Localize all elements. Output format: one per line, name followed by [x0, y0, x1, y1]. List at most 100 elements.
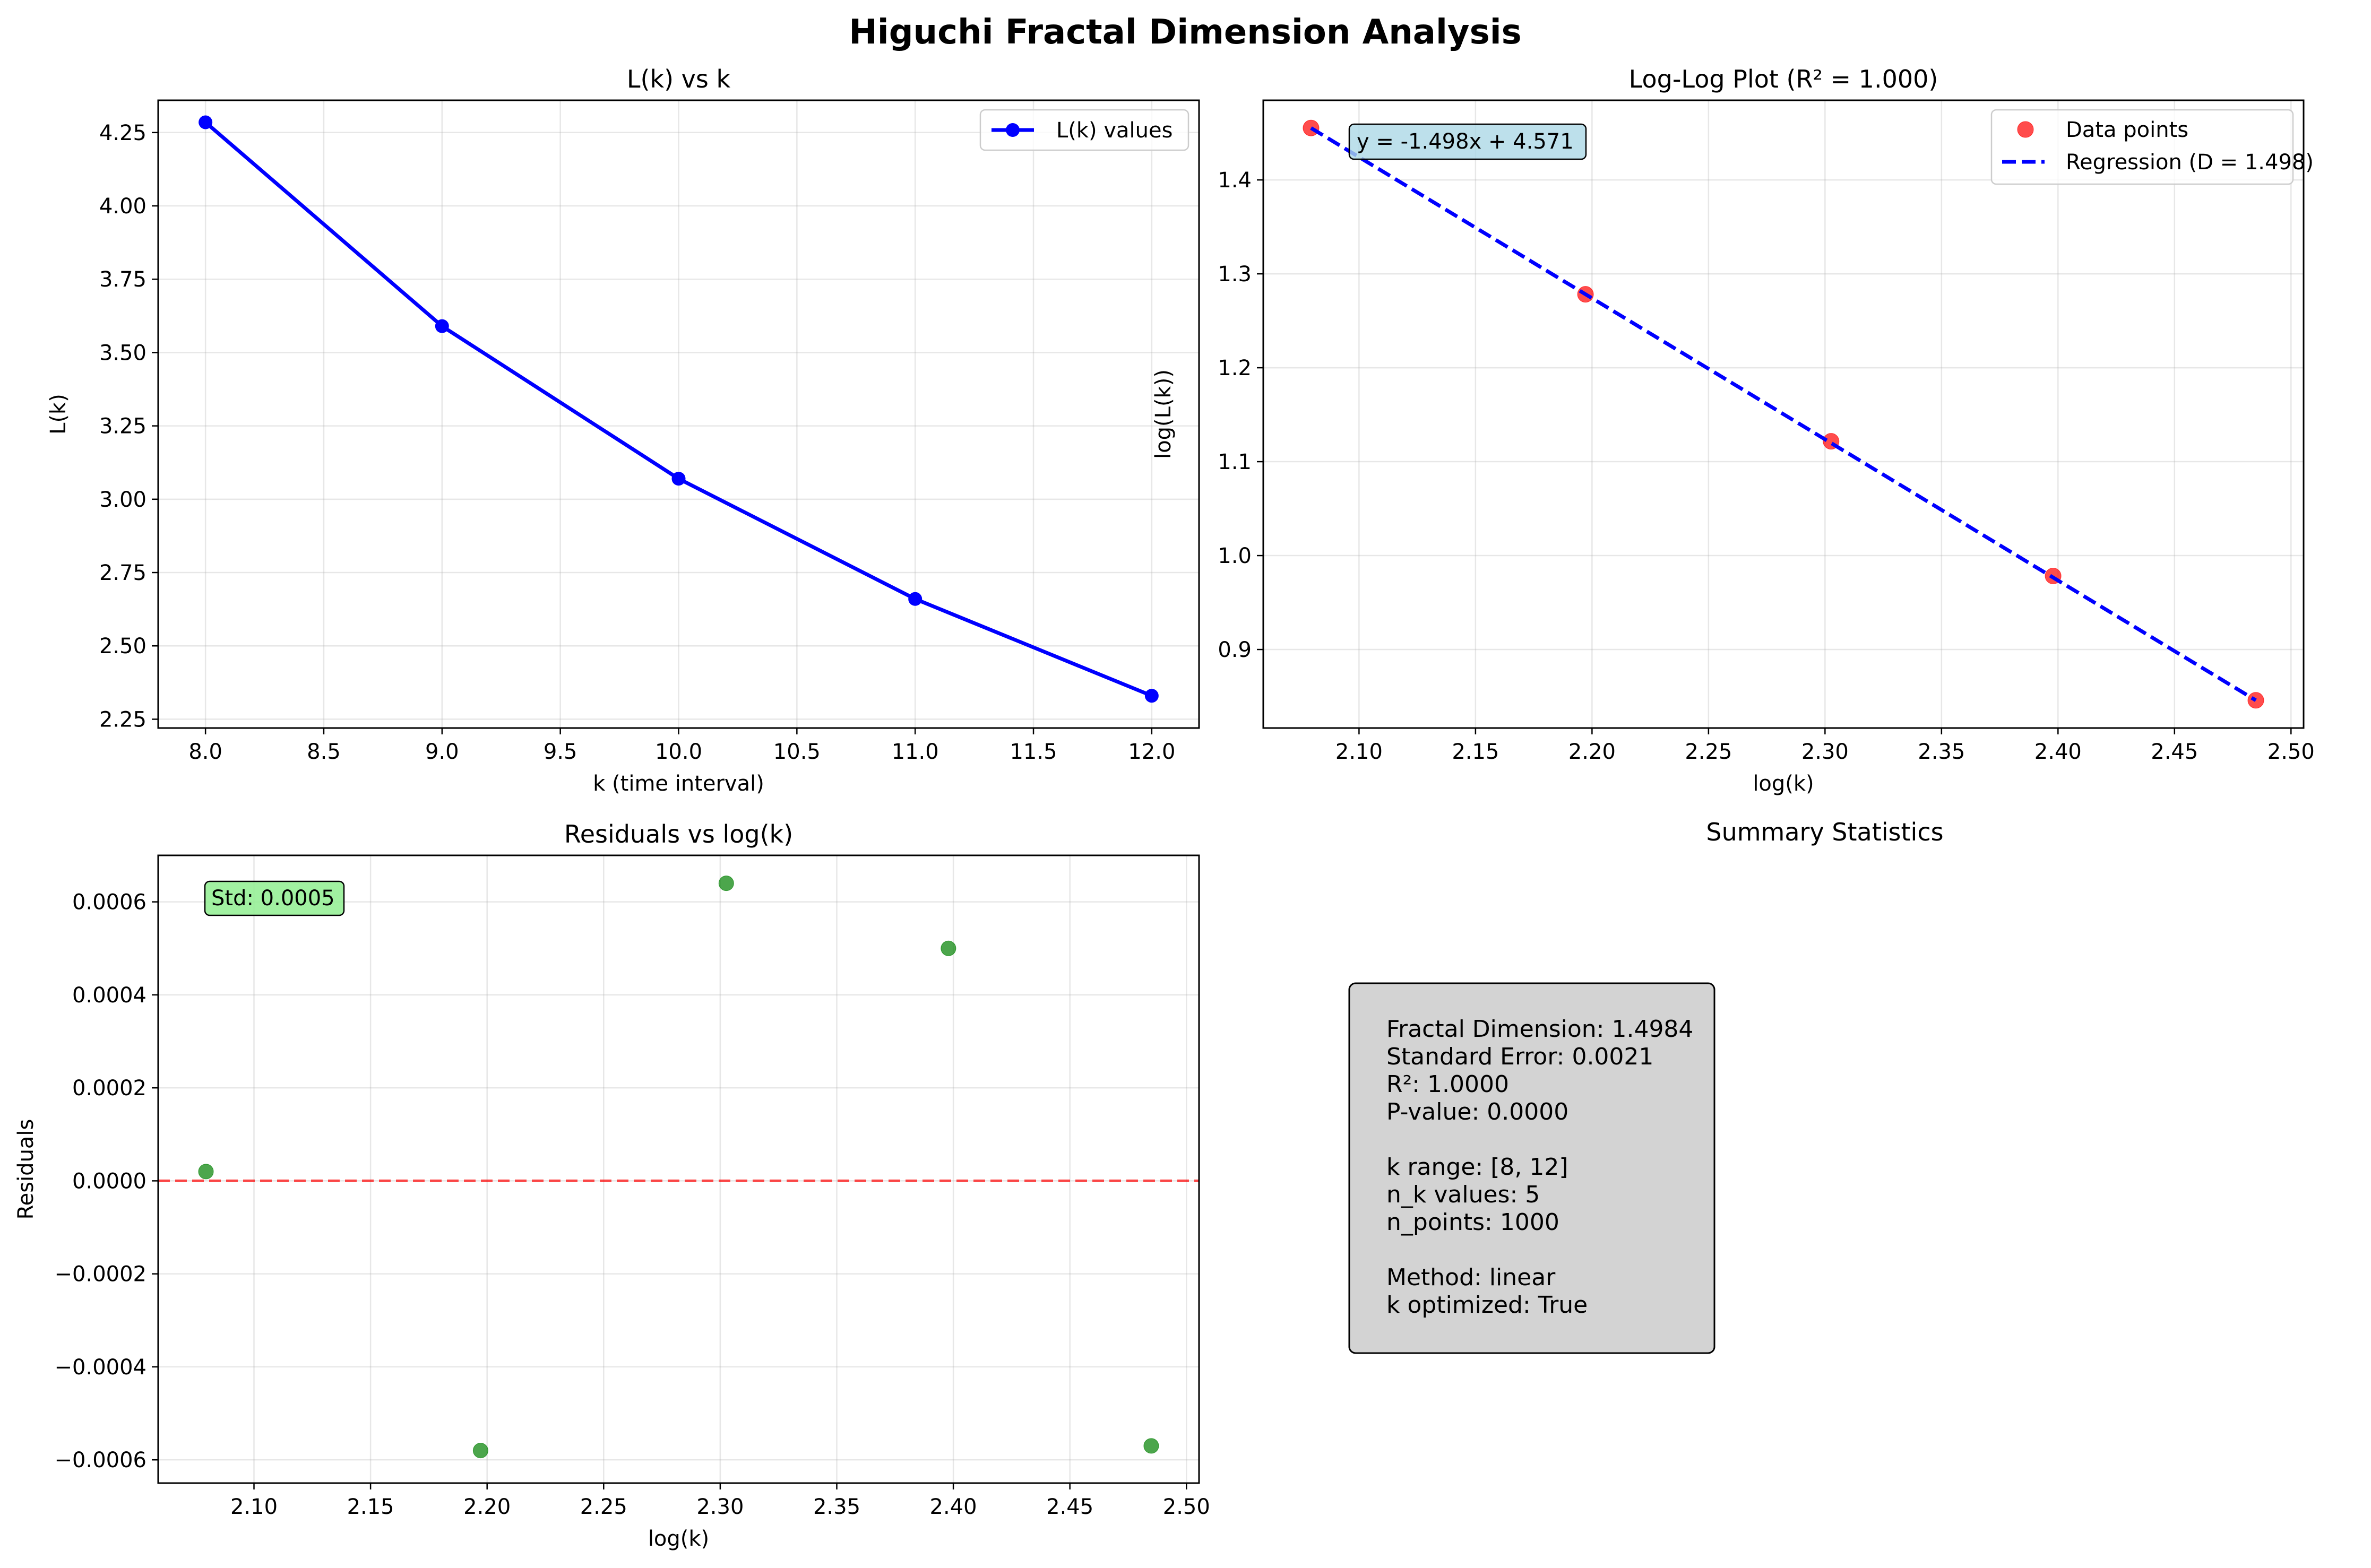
residual-point — [718, 876, 734, 891]
y-tick-label: 4.25 — [99, 121, 146, 145]
residual-point — [1143, 1438, 1159, 1454]
x-tick-label: 2.35 — [1918, 740, 1965, 764]
summary-line: n_k values: 5 — [1386, 1181, 1540, 1208]
x-tick-label: 2.45 — [1046, 1495, 1093, 1519]
figure-title: Higuchi Fractal Dimension Analysis — [849, 13, 1522, 52]
y-tick-label: 1.1 — [1218, 450, 1252, 474]
data-point-lk — [908, 592, 922, 606]
summary-line: Standard Error: 0.0021 — [1386, 1043, 1653, 1070]
x-tick-label: 2.50 — [1163, 1495, 1210, 1519]
x-tick-label: 2.10 — [230, 1495, 278, 1519]
x-axis-label: log(k) — [648, 1527, 709, 1551]
residual-point — [472, 1443, 488, 1459]
x-tick-label: 8.5 — [307, 740, 341, 764]
summary-line: Method: linear — [1386, 1264, 1556, 1291]
y-tick-label: 1.4 — [1218, 168, 1252, 193]
legend-label: L(k) values — [1056, 118, 1172, 143]
x-tick-label: 2.15 — [1452, 740, 1499, 764]
chart-title: L(k) vs k — [627, 65, 731, 93]
chart-log-log: 2.10 2.15 2.20 2.25 2.30 2.35 2.40 2.45 2.50 0.9 1… — [1151, 65, 2315, 796]
summary-title: Summary Statistics — [1706, 818, 1943, 846]
x-tick-label: 8.0 — [188, 740, 222, 764]
summary-line: k optimized: True — [1386, 1292, 1588, 1319]
x-tick-label: 2.10 — [1335, 740, 1383, 764]
y-tick-label: 3.00 — [99, 488, 146, 512]
axes-frame — [157, 854, 1200, 1484]
residual-point — [198, 1164, 214, 1180]
x-tick-label: 10.5 — [773, 740, 821, 764]
y-axis-label: Residuals — [14, 1119, 38, 1220]
x-tick-label: 2.40 — [930, 1495, 977, 1519]
y-tick-label: 4.00 — [99, 194, 146, 219]
x-tick-label: 9.5 — [544, 740, 577, 764]
legend-marker-icon — [2017, 121, 2034, 138]
y-tick-label: 0.0006 — [72, 890, 146, 915]
summary-line: k range: [8, 12] — [1386, 1154, 1568, 1181]
chart-title: Log-Log Plot (R² = 1.000) — [1629, 65, 1938, 93]
legend-label: Regression (D = 1.498) — [2066, 150, 2314, 175]
x-tick-label: 9.0 — [425, 740, 459, 764]
x-tick-label: 11.5 — [1010, 740, 1057, 764]
x-tick-label: 2.45 — [2151, 740, 2198, 764]
chart-residuals: 2.10 2.15 2.20 2.25 2.30 2.35 2.40 2.45 2.50 −0.0… — [14, 820, 1210, 1551]
x-axis-label: k (time interval) — [593, 772, 764, 796]
regression-equation: y = -1.498x + 4.571 — [1357, 129, 1574, 154]
y-tick-label: 2.75 — [99, 561, 146, 585]
x-tick-label: 2.20 — [463, 1495, 511, 1519]
data-point-lk — [199, 115, 213, 129]
axes-frame — [157, 99, 1200, 729]
summary-line: Fractal Dimension: 1.4984 — [1386, 1016, 1693, 1043]
y-tick-label: 1.3 — [1218, 262, 1252, 287]
x-tick-label: 2.40 — [2034, 740, 2082, 764]
x-tick-label: 2.30 — [1801, 740, 1849, 764]
std-annotation: Std: 0.0005 — [211, 886, 335, 911]
y-axis-label: L(k) — [46, 394, 71, 435]
x-tick-label: 2.35 — [813, 1495, 860, 1519]
y-tick-label: −0.0002 — [55, 1262, 146, 1287]
x-tick-label: 10.0 — [655, 740, 702, 764]
x-tick-label: 11.0 — [892, 740, 939, 764]
legend-box — [1990, 109, 2294, 185]
y-tick-label: 3.75 — [99, 267, 146, 292]
y-tick-label: −0.0004 — [55, 1355, 146, 1380]
y-tick-label: 1.0 — [1218, 544, 1252, 568]
summary-line: R²: 1.0000 — [1386, 1071, 1509, 1098]
data-point-lk — [671, 472, 686, 486]
summary-box — [1348, 982, 1715, 1354]
regression-line — [1310, 126, 2257, 702]
y-tick-label: 3.25 — [99, 414, 146, 439]
y-tick-label: 2.50 — [99, 634, 146, 659]
chart-title: Residuals vs log(k) — [564, 820, 793, 848]
y-tick-label: −0.0006 — [55, 1448, 146, 1472]
summary-panel: Summary Statistics Fractal Dimension: 1.… — [1348, 818, 1944, 1354]
x-tick-label: 2.20 — [1568, 740, 1616, 764]
y-tick-label: 0.9 — [1218, 638, 1252, 662]
y-tick-label: 2.25 — [99, 707, 146, 732]
chart-lk-vs-k: 8.0 8.5 9.0 9.5 10.0 10.5 11.0 11.5 12.0 2.25 2.50… — [46, 65, 1200, 796]
summary-line: n_points: 1000 — [1386, 1209, 1559, 1236]
y-tick-label: 0.0004 — [72, 983, 146, 1008]
y-tick-label: 1.2 — [1218, 356, 1252, 380]
legend-label: Data points — [2066, 118, 2188, 142]
x-tick-label: 2.25 — [580, 1495, 627, 1519]
y-tick-label: 3.50 — [99, 341, 146, 365]
regression-equation-box — [1348, 123, 1587, 160]
x-tick-label: 2.15 — [347, 1495, 394, 1519]
axes-frame — [1262, 99, 2305, 729]
legend-box — [979, 109, 1189, 151]
x-tick-label: 2.50 — [2267, 740, 2315, 764]
y-axis-label: log(L(k)) — [1151, 369, 1176, 459]
residual-point — [941, 940, 956, 956]
std-annotation-box — [204, 880, 345, 916]
y-tick-label: 0.0002 — [72, 1076, 146, 1101]
data-point-lk — [435, 319, 449, 333]
x-tick-label: 12.0 — [1128, 740, 1175, 764]
legend-marker-icon — [1006, 123, 1020, 137]
x-axis-label: log(k) — [1753, 772, 1814, 796]
data-point-lk — [1144, 689, 1159, 703]
summary-line: P-value: 0.0000 — [1386, 1098, 1568, 1125]
x-tick-label: 2.25 — [1685, 740, 1732, 764]
y-tick-label: 0.0000 — [72, 1169, 146, 1193]
